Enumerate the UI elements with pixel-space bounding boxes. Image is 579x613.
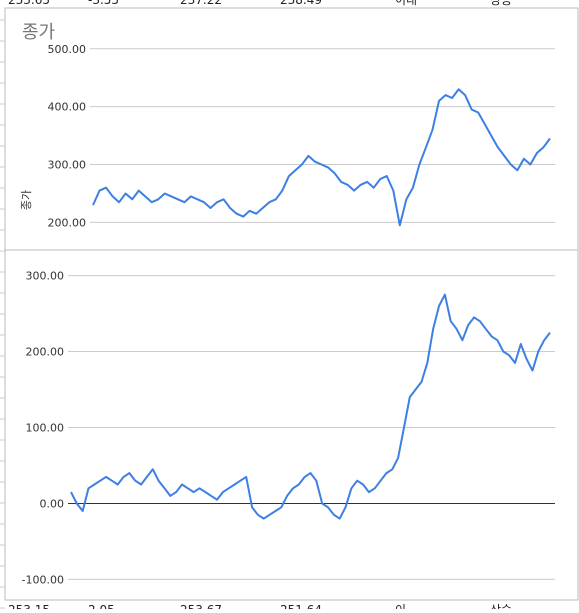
cell-text: 2.05	[88, 603, 115, 609]
chart-title: 종가	[22, 22, 55, 43]
cell-text: 238.49	[280, 0, 322, 7]
y-tick-label: 500.00	[48, 43, 87, 56]
cell-text: 253.67	[180, 603, 222, 609]
y-tick-label: 300.00	[48, 159, 87, 172]
cell-text: 이내	[395, 0, 417, 7]
line-series	[70, 293, 551, 520]
cell-text: 이	[395, 603, 406, 609]
cell-text: 상승	[490, 0, 512, 7]
y-tick-label: 300.00	[26, 270, 65, 283]
y-tick-label: 100.00	[26, 422, 65, 435]
y-axis-label: 종가	[20, 190, 33, 210]
y-tick-label: 200.00	[26, 346, 65, 359]
chart-frame	[4, 249, 579, 601]
cell-text: 237.22	[180, 0, 222, 7]
y-tick-label: -100.00	[22, 573, 64, 586]
cell-text: 233.65	[8, 0, 50, 7]
cell-text: -3.55	[88, 0, 119, 7]
cell-text: 상승	[490, 603, 512, 609]
y-tick-label: 0.00	[40, 497, 65, 510]
chart-frame	[4, 7, 579, 251]
y-tick-label: 200.00	[48, 216, 87, 229]
line-series	[92, 88, 551, 227]
cell-text: 253.15	[8, 603, 50, 609]
cell-text: 251.64	[280, 603, 322, 609]
y-tick-label: 400.00	[48, 101, 87, 114]
